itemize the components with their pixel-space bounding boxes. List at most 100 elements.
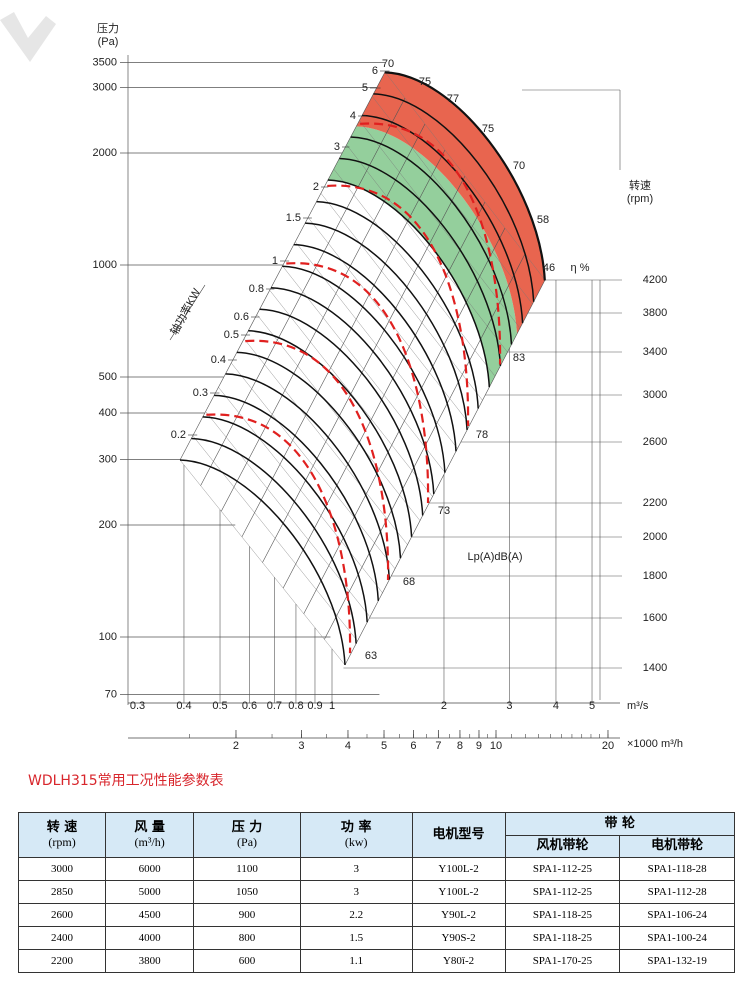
rpm-tick-label: 2200 <box>643 497 667 509</box>
fan-curve <box>293 243 457 452</box>
cross-grid-line <box>218 387 383 593</box>
cross-grid-line <box>269 290 433 497</box>
cross-grid-line <box>320 193 483 401</box>
noise-tick-label: 63 <box>365 650 377 662</box>
header-cell: 风机带轮 <box>504 835 621 858</box>
rpm-tick-label: 3800 <box>643 307 667 319</box>
power-tick-label: 2 <box>313 181 319 193</box>
x2-tick-label: 5 <box>381 740 387 752</box>
header-unit: (m³/h) <box>134 834 165 849</box>
fan-curve <box>191 437 357 644</box>
power-label: 轴功率KW <box>167 285 203 337</box>
data-cell: SPA1-170-25 <box>504 949 621 973</box>
header-label: 风 量 <box>134 819 165 835</box>
data-cell: SPA1-132-19 <box>619 949 735 973</box>
data-row: 2400 4000 800 1.5 Y90S-2 SPA1-118-25 SPA1-100-… <box>17 926 735 950</box>
x-tick-label: 5 <box>589 700 595 712</box>
x-tick-label: 0.3 <box>130 700 145 712</box>
efficiency-curve <box>206 413 352 654</box>
performance-table: 转 速 (rpm) 风 量 (m³/h) 压 力 (Pa) 功 率 (kw) 电机型号带 轮风机… <box>17 812 736 973</box>
cross-grid-line <box>192 435 358 642</box>
data-cell: 5000 <box>105 880 195 904</box>
x-tick-label: 0.7 <box>267 700 282 712</box>
data-cell: 1.1 <box>299 949 413 973</box>
header-cell: 功 率 (kw) <box>299 812 413 858</box>
power-tick-label: 5 <box>362 82 368 94</box>
fan-curve <box>225 373 391 580</box>
rpm-tick-label: 1400 <box>643 662 667 674</box>
power-tick-label: 6 <box>372 65 378 77</box>
noise-tick-label: 73 <box>438 505 450 517</box>
header-cell: 转 速 (rpm) <box>17 812 107 858</box>
noise-label: Lp(A)dB(A) <box>467 551 522 563</box>
cross-grid-line <box>333 168 496 377</box>
cross-grid-line <box>231 362 396 569</box>
data-cell: 1050 <box>193 880 301 904</box>
x2-tick-label: 20 <box>602 740 614 752</box>
fan-curve <box>316 200 479 409</box>
rpm-tick-label: 2600 <box>643 436 667 448</box>
x-unit: m³/s <box>627 700 649 712</box>
power-tick-label: 0.6 <box>234 311 249 323</box>
rpm-tick-label: 1800 <box>643 570 667 582</box>
x-tick-label: 1 <box>329 700 335 712</box>
data-cell: 1.5 <box>299 926 413 950</box>
power-tick-label: 0.5 <box>224 329 239 341</box>
x-tick-label: 0.6 <box>242 700 257 712</box>
x2-tick-label: 3 <box>298 740 304 752</box>
header-cell: 风 量 (m³/h) <box>105 812 195 858</box>
rpm-tick-label: 2000 <box>643 531 667 543</box>
x-tick-label: 0.4 <box>176 700 191 712</box>
y-axis-label: (Pa) <box>98 36 119 48</box>
data-cell: SPA1-112-28 <box>619 880 735 904</box>
fan-curve <box>362 114 524 324</box>
cross-grid-line <box>295 241 458 449</box>
data-cell: 600 <box>193 949 301 973</box>
header-cell: 压 力 (Pa) <box>193 812 301 858</box>
data-cell: SPA1-112-25 <box>504 880 621 904</box>
fan-curve <box>179 459 346 666</box>
header-label: 带 轮 <box>604 815 636 831</box>
y-tick-label: 200 <box>99 519 117 531</box>
data-cell: SPA1-118-28 <box>619 857 735 881</box>
header-cell: 电机带轮 <box>619 835 735 858</box>
cross-grid-line <box>384 71 546 281</box>
data-cell: 2600 <box>17 903 107 927</box>
y-tick-label: 500 <box>99 371 117 383</box>
header-cell: 电机型号 <box>411 812 506 858</box>
efficiency-curve <box>245 339 390 581</box>
rpm-label: 转速 <box>629 178 651 192</box>
noise-tick-label: 78 <box>476 429 488 441</box>
data-cell: Y80ǐ-2 <box>411 949 506 973</box>
efficiency-tick-label: 70 <box>382 58 394 70</box>
cross-grid-line <box>256 314 421 521</box>
fan-chart: 3500 3000 2000 1000 500 400 300 200 100 70 压力(Pa) 0… <box>0 12 683 752</box>
fan-curve <box>373 93 535 302</box>
y-tick-label: 1000 <box>93 259 117 271</box>
data-cell: Y90L-2 <box>411 903 506 927</box>
power-tick-label: 1.5 <box>286 212 301 224</box>
x2-tick-label: 6 <box>410 740 416 752</box>
fan-curve <box>305 222 468 430</box>
data-cell: 3 <box>299 880 413 904</box>
efficiency-curve <box>360 122 502 365</box>
x2-tick-label: 2 <box>233 740 239 752</box>
x2-tick-label: 7 <box>435 740 441 752</box>
y-tick-label: 300 <box>99 453 117 465</box>
power-tick-label: 0.4 <box>211 354 226 366</box>
data-cell: 4500 <box>105 903 195 927</box>
table-title: WDLH315常用工况性能参数表 <box>28 773 224 789</box>
data-row: 2850 5000 1050 3 Y100L-2 SPA1-112-25 SPA1-112-… <box>17 880 735 904</box>
header-cell: 带 轮 <box>504 812 736 836</box>
efficiency-tick-label: 75 <box>419 76 431 88</box>
x-tick-label: 4 <box>553 700 559 712</box>
data-cell: 4000 <box>105 926 195 950</box>
x2-tick-label: 10 <box>490 740 502 752</box>
data-cell: 2200 <box>17 949 107 973</box>
power-tick-label: 4 <box>350 110 356 122</box>
data-cell: 1100 <box>193 857 301 881</box>
data-cell: SPA1-106-24 <box>619 903 735 927</box>
data-cell: SPA1-100-24 <box>619 926 735 950</box>
y-tick-label: 70 <box>105 689 117 701</box>
data-cell: 900 <box>193 903 301 927</box>
